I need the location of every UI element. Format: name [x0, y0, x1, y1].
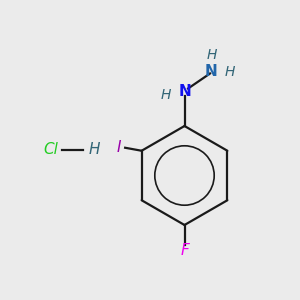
Text: H: H	[161, 88, 171, 101]
Text: I: I	[117, 140, 122, 155]
Text: N: N	[205, 64, 218, 80]
Text: H: H	[225, 65, 235, 79]
Text: H: H	[206, 49, 217, 62]
Text: H: H	[89, 142, 100, 158]
Text: Cl: Cl	[44, 142, 59, 158]
Text: F: F	[180, 243, 189, 258]
Text: N: N	[178, 84, 191, 99]
